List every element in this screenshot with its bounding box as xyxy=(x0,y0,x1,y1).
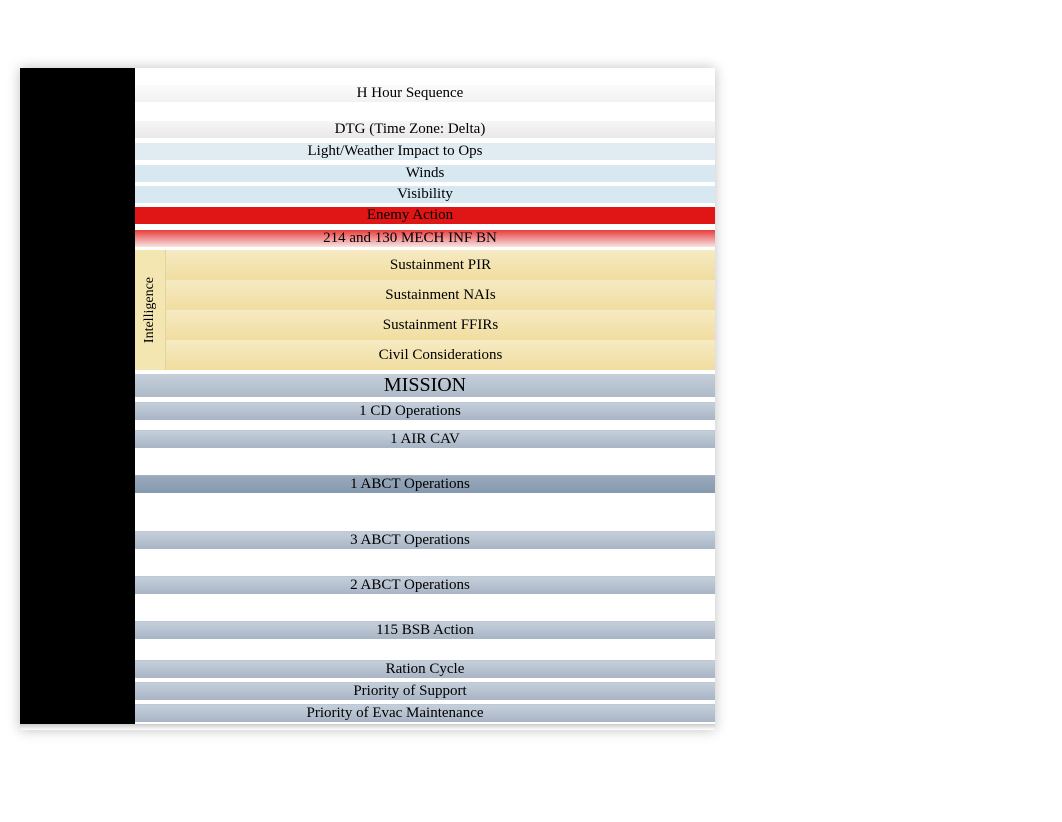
left-gutter xyxy=(20,68,135,78)
label-abct1: 1 ABCT Operations xyxy=(135,475,715,493)
label-dtg: DTG (Time Zone: Delta) xyxy=(135,121,715,138)
row-mech-inf: 214 and 130 MECH INF BN xyxy=(20,226,715,250)
label-sust-nais: Sustainment NAIs xyxy=(166,280,715,310)
sync-matrix-sheet: H Hour Sequence DTG (Time Zone: Delta) L… xyxy=(20,68,715,730)
left-gutter xyxy=(20,602,135,658)
label-ration: Ration Cycle xyxy=(135,660,715,678)
left-gutter xyxy=(20,78,135,108)
row-abct1: 1 ABCT Operations xyxy=(20,456,715,512)
label-abct2: 2 ABCT Operations xyxy=(135,576,715,594)
row-light-weather: Light/Weather Impact to Ops xyxy=(20,140,715,162)
left-gutter xyxy=(20,702,135,724)
left-gutter xyxy=(20,512,135,568)
row-winds: Winds xyxy=(20,162,715,184)
label-abct3: 3 ABCT Operations xyxy=(135,531,715,549)
label-civil: Civil Considerations xyxy=(166,340,715,370)
label-air-cav: 1 AIR CAV xyxy=(135,430,715,448)
intel-side-label-wrap: Intelligence xyxy=(135,250,166,370)
label-h-hour: H Hour Sequence xyxy=(135,85,715,102)
label-enemy-action: Enemy Action xyxy=(135,207,715,224)
row-abct2: 2 ABCT Operations xyxy=(20,568,715,602)
label-prio-support: Priority of Support xyxy=(135,682,715,700)
label-winds: Winds xyxy=(135,165,715,182)
row-ration: Ration Cycle xyxy=(20,658,715,680)
label-cd-ops: 1 CD Operations xyxy=(135,402,715,420)
left-gutter xyxy=(20,370,135,400)
left-gutter xyxy=(20,250,135,370)
row-enemy-action: Enemy Action xyxy=(20,204,715,226)
row-prio-support: Priority of Support xyxy=(20,680,715,702)
left-gutter xyxy=(20,184,135,204)
row-abct3: 3 ABCT Operations xyxy=(20,512,715,568)
left-gutter xyxy=(20,658,135,680)
label-mech-inf: 214 and 130 MECH INF BN xyxy=(135,230,715,247)
left-gutter xyxy=(20,162,135,184)
row-cd-ops: 1 CD Operations xyxy=(20,400,715,422)
label-light-weather: Light/Weather Impact to Ops xyxy=(135,143,715,160)
intel-side-label: Intelligence xyxy=(142,277,158,343)
row-bsb: 115 BSB Action xyxy=(20,602,715,658)
row-blank-hhour xyxy=(20,108,715,118)
row-mission: MISSION xyxy=(20,370,715,400)
left-gutter xyxy=(20,140,135,162)
left-gutter xyxy=(20,108,135,118)
left-gutter xyxy=(20,118,135,140)
row-air-cav: 1 AIR CAV xyxy=(20,422,715,456)
label-sust-pir: Sustainment PIR xyxy=(166,250,715,280)
left-gutter xyxy=(20,226,135,250)
section-intelligence: Intelligence Sustainment PIR Sustainment… xyxy=(20,250,715,370)
page-root: H Hour Sequence DTG (Time Zone: Delta) L… xyxy=(0,0,1062,822)
left-gutter xyxy=(20,456,135,512)
left-gutter xyxy=(20,204,135,226)
row-dtg: DTG (Time Zone: Delta) xyxy=(20,118,715,140)
left-gutter xyxy=(20,422,135,456)
left-gutter xyxy=(20,568,135,602)
row-blank-top xyxy=(20,68,715,78)
label-visibility: Visibility xyxy=(135,186,715,203)
label-prio-evac: Priority of Evac Maintenance xyxy=(135,704,715,722)
label-mission: MISSION xyxy=(135,374,715,397)
label-sust-ffirs: Sustainment FFIRs xyxy=(166,310,715,340)
intel-rows: Sustainment PIR Sustainment NAIs Sustain… xyxy=(166,250,715,370)
left-gutter xyxy=(20,400,135,422)
sheet-bottom-shadow xyxy=(20,724,715,730)
label-bsb: 115 BSB Action xyxy=(135,621,715,639)
row-prio-evac: Priority of Evac Maintenance xyxy=(20,702,715,724)
row-h-hour: H Hour Sequence xyxy=(20,78,715,108)
row-visibility: Visibility xyxy=(20,184,715,204)
left-gutter xyxy=(20,680,135,702)
